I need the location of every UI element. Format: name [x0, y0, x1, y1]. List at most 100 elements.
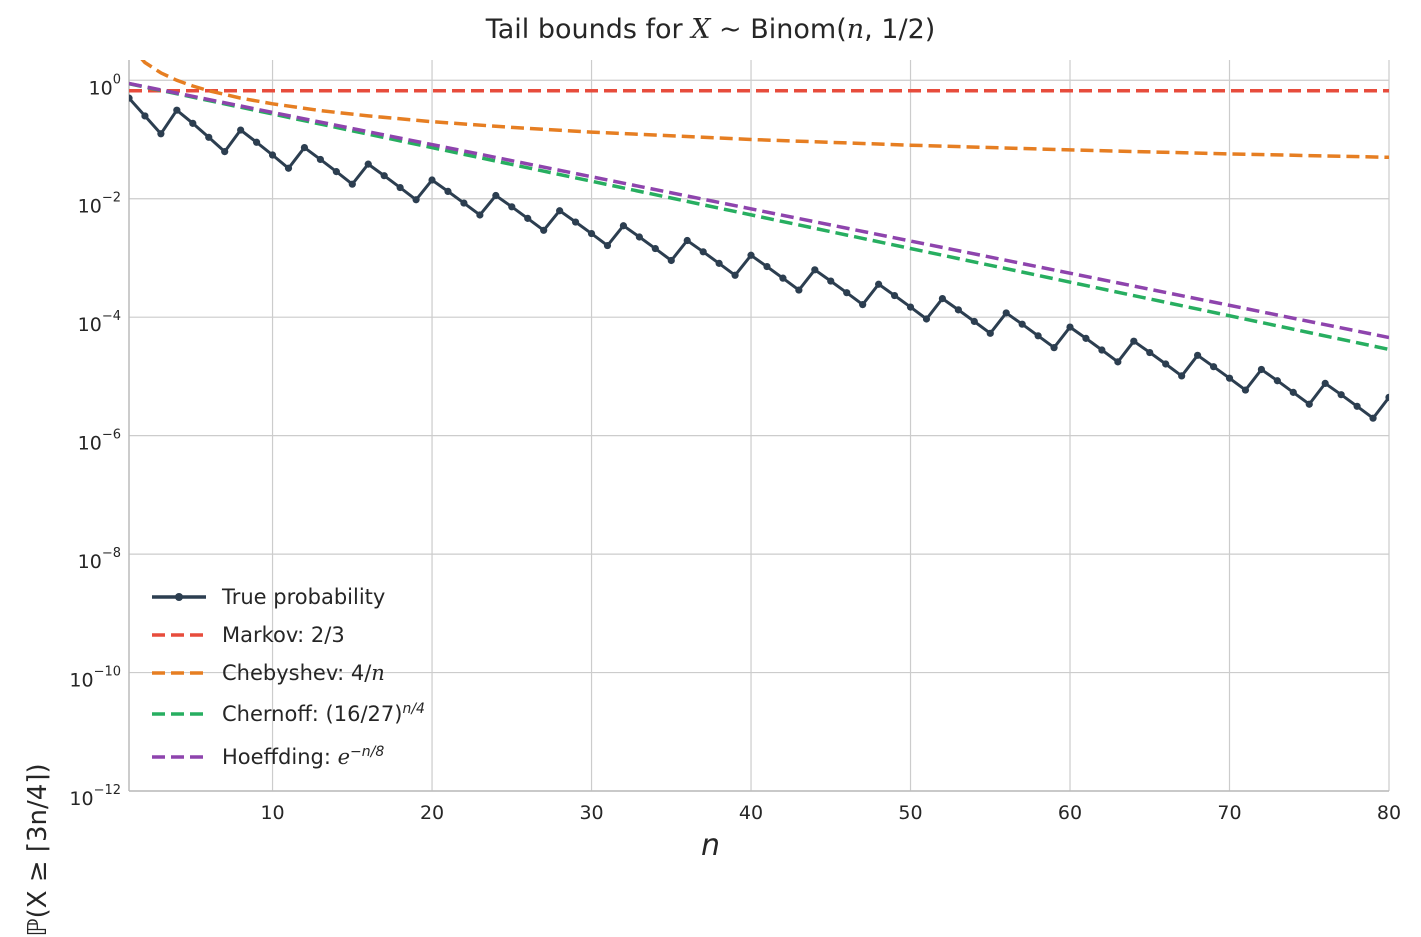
data-point — [1098, 346, 1106, 354]
data-point — [715, 259, 723, 267]
data-point — [1385, 393, 1389, 401]
data-point — [922, 315, 931, 323]
legend-item: Hoeffding: e−n/8 — [150, 735, 425, 778]
x-tick-label: 70 — [1217, 802, 1241, 824]
data-point — [1050, 344, 1058, 352]
y-tick-label: 10−10 — [69, 665, 121, 692]
chart: Tail bounds for X ~ Binom(n, 1/2) 10 20 30… — [23, 14, 1402, 937]
chart-title: Tail bounds for X ~ Binom(n, 1/2) — [485, 14, 936, 45]
y-tick-label: 10−6 — [78, 428, 121, 455]
legend-item: Markov: 2/3 — [150, 616, 425, 654]
data-point — [667, 256, 675, 265]
data-point — [1082, 334, 1090, 342]
data-point — [1353, 402, 1361, 410]
data-point — [1162, 360, 1170, 368]
x-tick-label: 60 — [1058, 802, 1082, 824]
data-point — [1146, 348, 1154, 357]
x-tick-label: 10 — [260, 802, 284, 824]
data-point — [476, 211, 484, 219]
data-point — [890, 291, 899, 300]
data-point — [268, 151, 277, 159]
data-point — [571, 218, 580, 226]
data-point — [556, 207, 564, 215]
data-point — [986, 329, 994, 337]
data-point — [252, 138, 261, 146]
data-point — [827, 277, 835, 285]
data-point — [619, 222, 628, 230]
data-point — [763, 262, 771, 271]
legend-swatch — [152, 754, 206, 759]
data-point — [1257, 365, 1266, 374]
x-tick-label: 30 — [579, 802, 603, 824]
x-tick-label: 50 — [898, 802, 922, 824]
legend-swatch — [152, 633, 206, 637]
x-tick-label: 40 — [739, 802, 763, 824]
data-point — [587, 229, 596, 238]
data-point — [205, 133, 213, 141]
data-point — [1337, 391, 1345, 399]
legend-label: Hoeffding: e−n/8 — [222, 744, 385, 769]
data-point — [332, 168, 340, 176]
x-axis-label: n — [700, 828, 720, 863]
y-tick-label: 10−12 — [69, 783, 121, 810]
data-point — [444, 187, 452, 195]
legend-item: True probability — [150, 578, 425, 616]
series-line-2 — [140, 60, 1389, 160]
data-point — [1194, 351, 1202, 359]
data-point — [1241, 386, 1250, 394]
y-tick-label: 100 — [89, 72, 121, 99]
legend-label: Markov: 2/3 — [222, 623, 345, 647]
data-point — [1321, 379, 1329, 388]
data-point — [875, 280, 883, 288]
data-point — [603, 241, 612, 250]
legend-swatch — [152, 593, 206, 601]
legend: True probability Markov: 2/3 Chebyshev: 4/… — [150, 578, 425, 778]
series-line-4 — [129, 81, 1389, 340]
data-point — [683, 236, 691, 245]
data-point — [1225, 374, 1234, 382]
data-point — [237, 126, 245, 134]
legend-label: Chebyshev: 4/n — [222, 661, 385, 685]
series-line-0 — [129, 97, 1389, 421]
data-point — [954, 306, 962, 314]
data-point — [1130, 337, 1138, 345]
series-group — [129, 60, 1389, 422]
data-point — [524, 214, 532, 222]
legend-label: True probability — [222, 585, 386, 609]
data-point — [300, 144, 309, 152]
y-tick-label: 10−4 — [78, 309, 121, 336]
x-tick-label: 20 — [420, 802, 444, 824]
data-point — [635, 233, 643, 241]
data-point — [157, 130, 165, 138]
data-point — [364, 160, 372, 168]
data-point — [1289, 388, 1297, 396]
data-point — [1178, 372, 1186, 380]
data-point — [1114, 358, 1122, 366]
y-axis-label: ℙ(X ≥ ⌈3n/4⌉) — [23, 763, 53, 937]
legend-swatch — [152, 671, 206, 675]
data-point — [221, 147, 229, 156]
data-point — [1066, 323, 1074, 331]
data-point — [938, 294, 947, 303]
data-point — [779, 274, 787, 282]
data-point — [859, 301, 867, 309]
x-tick-label: 80 — [1377, 802, 1401, 824]
data-point — [428, 176, 436, 184]
data-point — [1209, 363, 1218, 371]
data-point — [747, 251, 755, 259]
data-point — [1018, 320, 1026, 328]
series-line-3 — [129, 81, 1389, 352]
data-point — [906, 303, 915, 311]
data-point — [1305, 400, 1313, 408]
data-point — [843, 289, 851, 297]
data-point — [970, 317, 978, 326]
legend-swatch — [152, 711, 206, 716]
data-point — [396, 183, 404, 192]
data-point — [316, 155, 324, 164]
legend-item: Chebyshev: 4/n — [150, 654, 425, 692]
data-point — [699, 248, 707, 256]
data-point — [284, 164, 293, 172]
data-point — [508, 203, 516, 211]
data-point — [1002, 309, 1010, 317]
y-tick-label: 10−8 — [78, 546, 121, 573]
